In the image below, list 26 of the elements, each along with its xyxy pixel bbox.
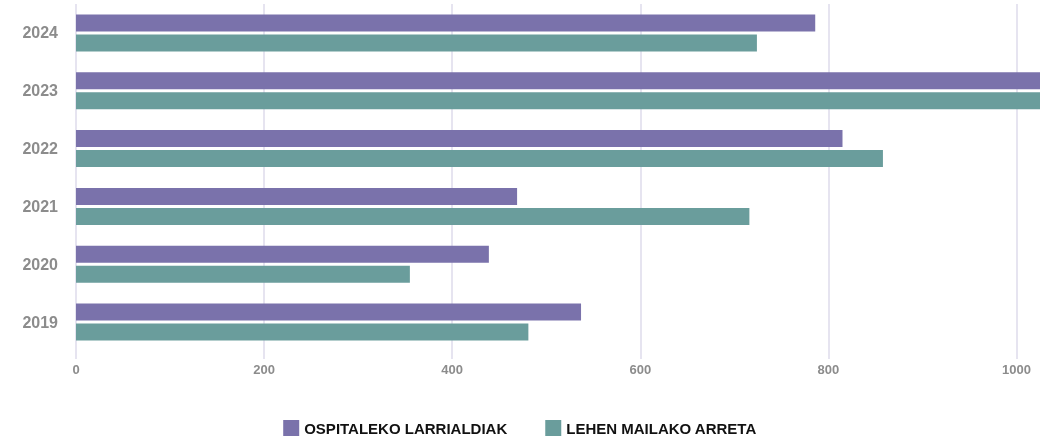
y-tick-label: 2020 (22, 255, 59, 273)
bar (76, 187, 518, 205)
bar (76, 92, 1040, 110)
bar (76, 34, 757, 52)
y-tick-label: 2019 (22, 313, 59, 331)
y-tick-label: 2022 (22, 140, 59, 158)
bar (76, 323, 529, 341)
x-tick-label: 0 (72, 362, 80, 377)
bar (76, 14, 816, 32)
x-tick-label: 1000 (1002, 362, 1031, 377)
y-tick-label: 2024 (22, 24, 59, 42)
x-tick-label: 800 (817, 362, 840, 377)
y-tick-label: 2021 (22, 197, 59, 215)
bar (76, 245, 489, 263)
legend-label: OSPITALEKO LARRIALDIAK (304, 419, 508, 437)
x-tick-label: 600 (629, 362, 652, 377)
bar (76, 265, 410, 283)
x-tick-label: 400 (441, 362, 464, 377)
bar (76, 303, 582, 321)
x-tick-label: 200 (253, 362, 275, 377)
legend-label: LEHEN MAILAKO ARRETA (566, 419, 757, 437)
bar (76, 207, 750, 225)
bar (76, 130, 843, 148)
bar (76, 72, 1040, 90)
bar (76, 150, 883, 168)
y-tick-label: 2023 (22, 82, 59, 100)
